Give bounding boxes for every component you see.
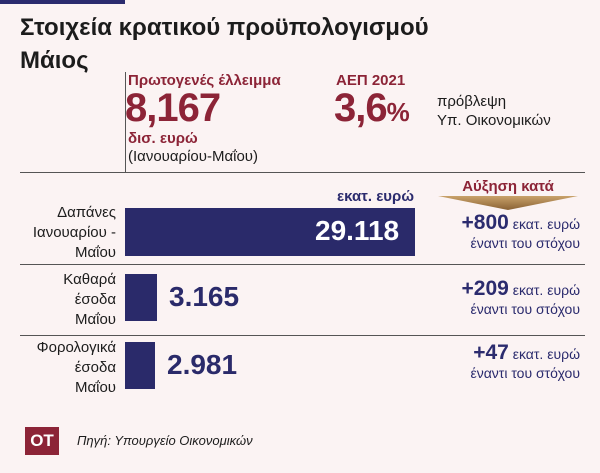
- category-label-line: έσοδα: [74, 359, 116, 376]
- gdp-note: πρόβλεψη Υπ. Οικονομικών: [437, 92, 551, 130]
- increase-amount-line: +209 εκατ. ευρώ: [420, 278, 580, 301]
- category-label-line: Μαΐου: [74, 311, 116, 328]
- ot-logo: OT: [25, 427, 59, 455]
- page-title: Στοιχεία κρατικού προϋπολογισμού: [20, 14, 429, 41]
- increase-unit: εκατ. ευρώ: [508, 216, 580, 232]
- gdp-value: 3,6%: [334, 86, 410, 131]
- increase-note-text: έναντι του στόχου: [470, 301, 580, 317]
- category-label-line: Μαΐου: [74, 244, 116, 261]
- bar-value-label: 3.165: [169, 281, 240, 312]
- source-note: Πηγή: Υπουργείο Οικονομικών: [77, 433, 253, 448]
- category-label: Καθαρά έσοδα Μαΐου: [20, 270, 116, 330]
- bar: [125, 274, 157, 321]
- chart-unit-label: εκατ. ευρώ: [336, 188, 414, 205]
- page-subtitle: Μάιος: [20, 47, 89, 74]
- deficit-unit: δισ. ευρώ: [128, 130, 198, 147]
- category-label-line: Ιανουαρίου -: [32, 224, 116, 241]
- deficit-label: Πρωτογενές έλλειμμα: [128, 72, 281, 89]
- increase-note: +800 εκατ. ευρώ έναντι του στόχου: [420, 212, 580, 252]
- gdp-note-line2: Υπ. Οικονομικών: [437, 112, 551, 129]
- increase-note-text: έναντι του στόχου: [470, 235, 580, 251]
- increase-amount: +47: [473, 341, 509, 364]
- bar-value-label: 2.981: [167, 349, 238, 380]
- category-label-line: Καθαρά: [63, 271, 116, 288]
- increase-amount: +209: [461, 277, 509, 300]
- increase-note: +209 εκατ. ευρώ έναντι του στόχου: [420, 278, 580, 318]
- increase-arrow-icon: [438, 196, 578, 210]
- bar-value-label: 29.118: [315, 215, 400, 246]
- increase-unit: εκατ. ευρώ: [508, 282, 580, 298]
- gdp-percent-sign: %: [386, 97, 410, 127]
- increase-amount-line: +47 εκατ. ευρώ: [420, 342, 580, 365]
- kpi-divider-vertical: [125, 72, 126, 172]
- category-label-line: Φορολογικά: [36, 339, 116, 356]
- increase-amount: +800: [461, 211, 509, 234]
- gdp-note-line1: πρόβλεψη: [437, 93, 507, 110]
- increase-header: Αύξηση κατά: [462, 178, 554, 195]
- top-accent-line: [0, 0, 125, 4]
- category-label: Δαπάνες Ιανουαρίου - Μαΐου: [20, 203, 116, 263]
- increase-note: +47 εκατ. ευρώ έναντι του στόχου: [420, 342, 580, 382]
- increase-amount-line: +800 εκατ. ευρώ: [420, 212, 580, 235]
- row-separator: [20, 264, 585, 265]
- kpi-divider-horizontal: [20, 172, 585, 173]
- category-label-line: έσοδα: [74, 291, 116, 308]
- bar: [125, 208, 415, 256]
- gdp-label: ΑΕΠ 2021: [336, 72, 406, 89]
- deficit-value: 8,167: [125, 86, 221, 130]
- increase-note-text: έναντι του στόχου: [470, 365, 580, 381]
- category-label-line: Δαπάνες: [57, 204, 116, 221]
- increase-unit: εκατ. ευρώ: [508, 346, 580, 362]
- row-separator: [20, 335, 585, 336]
- category-label-line: Μαΐου: [74, 379, 116, 396]
- gdp-number: 3,6: [334, 86, 388, 130]
- category-label: Φορολογικά έσοδα Μαΐου: [20, 338, 116, 398]
- deficit-period: (Ιανουαρίου-Μαΐου): [128, 148, 258, 165]
- bar: [125, 342, 155, 389]
